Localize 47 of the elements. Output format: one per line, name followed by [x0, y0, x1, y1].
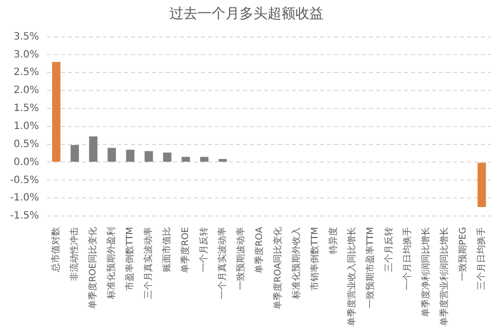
- y-tick-label: -1.5%: [10, 210, 40, 222]
- x-tick-label: 市盈率倒数TTM: [124, 227, 136, 291]
- x-tick-label: 一个月日均换手: [402, 227, 414, 290]
- bar: [70, 145, 79, 162]
- x-tick-label: 一个月真实波动率: [217, 227, 228, 299]
- x-tick-label: 单季度营业收入同比增长: [346, 227, 358, 326]
- bar: [163, 152, 172, 162]
- x-tick-label: 单季度ROA: [254, 226, 266, 274]
- y-tick-label: 2.0%: [14, 85, 40, 96]
- x-tick-label: 非流动性冲击: [69, 227, 80, 281]
- x-tick-label: 一个月反转: [198, 227, 210, 272]
- x-tick-label: 一致预期PEG: [458, 226, 469, 282]
- x-tick-label: 三个月反转: [384, 227, 395, 272]
- y-tick-label: -1.0%: [10, 192, 40, 204]
- x-tick-label: 标准化预期外收入: [291, 227, 302, 300]
- y-tick-label: 1.0%: [14, 120, 40, 132]
- x-tick-label: 单季度ROE: [180, 226, 192, 274]
- x-tick-label: 市销率倒数TTM: [310, 227, 321, 291]
- bar: [108, 148, 116, 162]
- x-tick-label: 单季度营业利润同比增长: [439, 227, 450, 326]
- y-tick-label: 0.0%: [14, 156, 40, 168]
- x-tick-label: 单季度ROE同比变化: [88, 227, 99, 310]
- bar: [144, 151, 153, 162]
- x-tick-label: 一致预期市盈率TTM: [365, 227, 376, 309]
- y-tick-label: 1.5%: [14, 103, 40, 114]
- y-tick-label: 2.5%: [14, 67, 40, 78]
- x-tick-label: 总市值对数: [50, 227, 62, 273]
- bar: [478, 162, 486, 208]
- x-tick-label: 三个月真实波动率: [143, 227, 154, 299]
- chart-title: 过去一个月多头超额收益: [170, 6, 324, 22]
- x-tick-label: 特异度: [328, 227, 340, 254]
- bar: [200, 156, 208, 162]
- bar: [52, 62, 60, 162]
- bar: [126, 150, 134, 162]
- x-tick-label: 一致预期波动率: [236, 227, 247, 290]
- x-tick-label: 单季度净利润同比增长: [420, 227, 432, 317]
- y-tick-label: 3.0%: [14, 49, 40, 60]
- x-tick-label: 三个月日均换手: [476, 227, 488, 290]
- x-tick-label: 标准化预期外盈利: [106, 227, 118, 300]
- bar: [89, 136, 98, 162]
- x-tick-label: 账面市值比: [162, 227, 173, 272]
- x-tick-label: 单季度ROA同比变化: [272, 227, 284, 310]
- bar: [182, 156, 190, 162]
- bar: [218, 159, 227, 162]
- y-tick-label: 3.5%: [14, 31, 40, 42]
- y-tick-label: -0.5%: [10, 174, 40, 186]
- y-tick-label: 0.5%: [14, 138, 40, 150]
